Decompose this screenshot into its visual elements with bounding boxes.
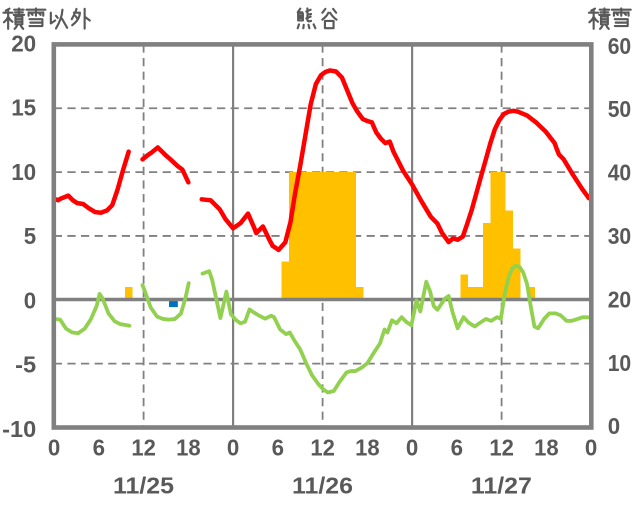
svg-text:12: 12: [489, 435, 514, 461]
svg-text:0: 0: [227, 435, 239, 461]
svg-text:0: 0: [406, 435, 418, 461]
svg-text:0: 0: [24, 287, 36, 313]
svg-text:-5: -5: [15, 352, 36, 378]
svg-text:6: 6: [93, 435, 105, 461]
svg-text:30: 30: [608, 223, 632, 249]
svg-text:50: 50: [608, 96, 632, 122]
svg-text:5: 5: [24, 223, 36, 249]
svg-text:11/25: 11/25: [113, 473, 174, 499]
svg-text:40: 40: [608, 160, 632, 186]
svg-text:18: 18: [176, 435, 201, 461]
svg-text:20: 20: [11, 30, 36, 56]
svg-text:11/26: 11/26: [292, 473, 353, 499]
svg-text:6: 6: [451, 435, 463, 461]
svg-text:20: 20: [608, 286, 632, 312]
svg-text:10: 10: [608, 350, 632, 376]
svg-text:-10: -10: [2, 416, 36, 442]
svg-text:60: 60: [608, 33, 632, 59]
svg-text:0: 0: [585, 435, 597, 461]
svg-text:10: 10: [11, 159, 36, 185]
svg-text:0: 0: [48, 435, 60, 461]
svg-text:11/27: 11/27: [471, 473, 532, 499]
svg-text:15: 15: [11, 95, 36, 121]
svg-text:6: 6: [272, 435, 284, 461]
svg-text:0: 0: [608, 413, 620, 439]
svg-text:18: 18: [355, 435, 380, 461]
svg-text:12: 12: [310, 435, 335, 461]
svg-text:12: 12: [131, 435, 156, 461]
svg-text:18: 18: [534, 435, 559, 461]
